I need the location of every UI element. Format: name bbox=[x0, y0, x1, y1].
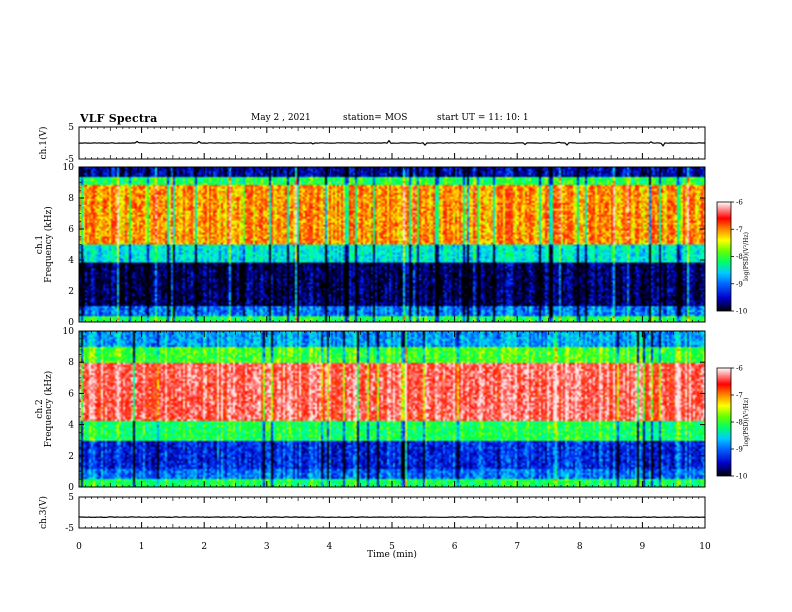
ch2-spectrogram-ylabel: Frequency (kHz) bbox=[43, 371, 54, 448]
colorbar-gradient bbox=[716, 367, 732, 477]
ch1-waveform-ytick-label: -5 bbox=[65, 155, 74, 165]
time-tick-label: 0 bbox=[76, 542, 82, 552]
time-axis: 0 1 2 3 4 5 6 7 8 9 10 Time (min) bbox=[76, 542, 711, 560]
ch1-spectrogram-ytick-label: 8 bbox=[68, 194, 74, 204]
ch1-spectrogram-ylabel: Frequency (kHz) bbox=[43, 206, 54, 283]
ch1-spectrogram-ytick-label: 0 bbox=[68, 318, 74, 328]
ch1-spectrogram-ytick-label: 6 bbox=[68, 225, 74, 235]
ch2-colorbar: -6 -7 -8 -9 -10 log(PSD)(V²/Hz) bbox=[716, 365, 750, 481]
ch1-spectrogram-panel: 0 2 4 6 8 10 ch.1 Frequency (kHz) bbox=[35, 163, 706, 328]
station-label: station= MOS bbox=[343, 113, 408, 123]
ch2-spectrogram-ytick-label: 4 bbox=[68, 421, 74, 431]
time-tick-label: 10 bbox=[699, 542, 711, 552]
ch1-spectrogram-ytick-label: 4 bbox=[68, 256, 74, 266]
colorbar-tick-label: -7 bbox=[736, 392, 743, 400]
ch1-waveform-ytick-label: 5 bbox=[68, 123, 74, 133]
time-tick-label: 9 bbox=[640, 542, 646, 552]
time-tick-label: 4 bbox=[327, 542, 333, 552]
ch1-waveform-trace bbox=[78, 139, 705, 147]
colorbar-tick-label: -8 bbox=[736, 253, 743, 261]
colorbar-tick-label: -7 bbox=[736, 226, 743, 234]
ch2-spectrogram-panel: 0 2 4 6 8 10 ch.2 Frequency (kHz) bbox=[35, 327, 706, 493]
time-tick-label: 3 bbox=[264, 542, 270, 552]
ch3-waveform-trace bbox=[78, 516, 706, 519]
colorbar-tick-label: -8 bbox=[736, 419, 743, 427]
ch2-spectrogram-ytick-label: 2 bbox=[68, 452, 74, 462]
time-tick-label: 8 bbox=[577, 542, 583, 552]
ch1-spectrogram-ylabel: ch.1 bbox=[35, 235, 45, 254]
ch1-spectrogram-ytick-label: 10 bbox=[63, 163, 75, 173]
time-tick-label: 2 bbox=[201, 542, 207, 552]
time-axis-label: Time (min) bbox=[367, 549, 417, 560]
colorbar-label: log(PSD)(V²/Hz) bbox=[743, 232, 750, 281]
time-tick-label: 7 bbox=[514, 542, 520, 552]
time-tick-label: 5 bbox=[389, 542, 395, 552]
ch2-spectrogram-ytick-label: 8 bbox=[68, 358, 74, 368]
colorbar-tick-label: -9 bbox=[736, 280, 743, 288]
time-tick-label: 6 bbox=[452, 542, 458, 552]
ch1-spectrogram-image bbox=[79, 167, 705, 322]
colorbar-tick-label: -6 bbox=[736, 199, 743, 207]
ch2-spectrogram-ytick-label: 6 bbox=[68, 389, 74, 399]
ch3-waveform-ylabel: ch.3(V) bbox=[38, 496, 49, 529]
ch2-spectrogram-ytick-label: 0 bbox=[68, 483, 74, 493]
ch1-waveform-panel: 5 -5 ch.1(V) bbox=[38, 123, 706, 165]
ch3-waveform-ytick-label: -5 bbox=[65, 524, 74, 534]
ch3-waveform-ytick-label: 5 bbox=[68, 493, 74, 503]
time-tick-label: 1 bbox=[139, 542, 145, 552]
ch1-colorbar: -6 -7 -8 -9 -10 log(PSD)(V²/Hz) bbox=[716, 199, 750, 316]
date-label: May 2 , 2021 bbox=[251, 113, 311, 123]
colorbar-tick-label: -10 bbox=[736, 473, 747, 481]
start-time-label: start UT = 11: 10: 1 bbox=[437, 113, 529, 123]
figure-title: VLF Spectra bbox=[80, 112, 158, 125]
colorbar-label: log(PSD)(V²/Hz) bbox=[743, 398, 750, 447]
colorbar-tick-label: -6 bbox=[736, 365, 743, 373]
colorbar-tick-label: -10 bbox=[736, 308, 747, 316]
colorbar-gradient bbox=[716, 201, 732, 312]
ch1-spectrogram-ytick-label: 2 bbox=[68, 287, 74, 297]
ch2-spectrogram-ylabel: ch.2 bbox=[35, 399, 45, 418]
ch2-spectrogram-image bbox=[79, 331, 705, 487]
ch3-waveform-panel: 5 -5 ch.3(V) bbox=[38, 493, 706, 534]
colorbar-tick-label: -9 bbox=[736, 446, 743, 454]
ch2-spectrogram-ytick-label: 10 bbox=[63, 327, 75, 337]
ch1-waveform-ylabel: ch.1(V) bbox=[38, 127, 49, 160]
